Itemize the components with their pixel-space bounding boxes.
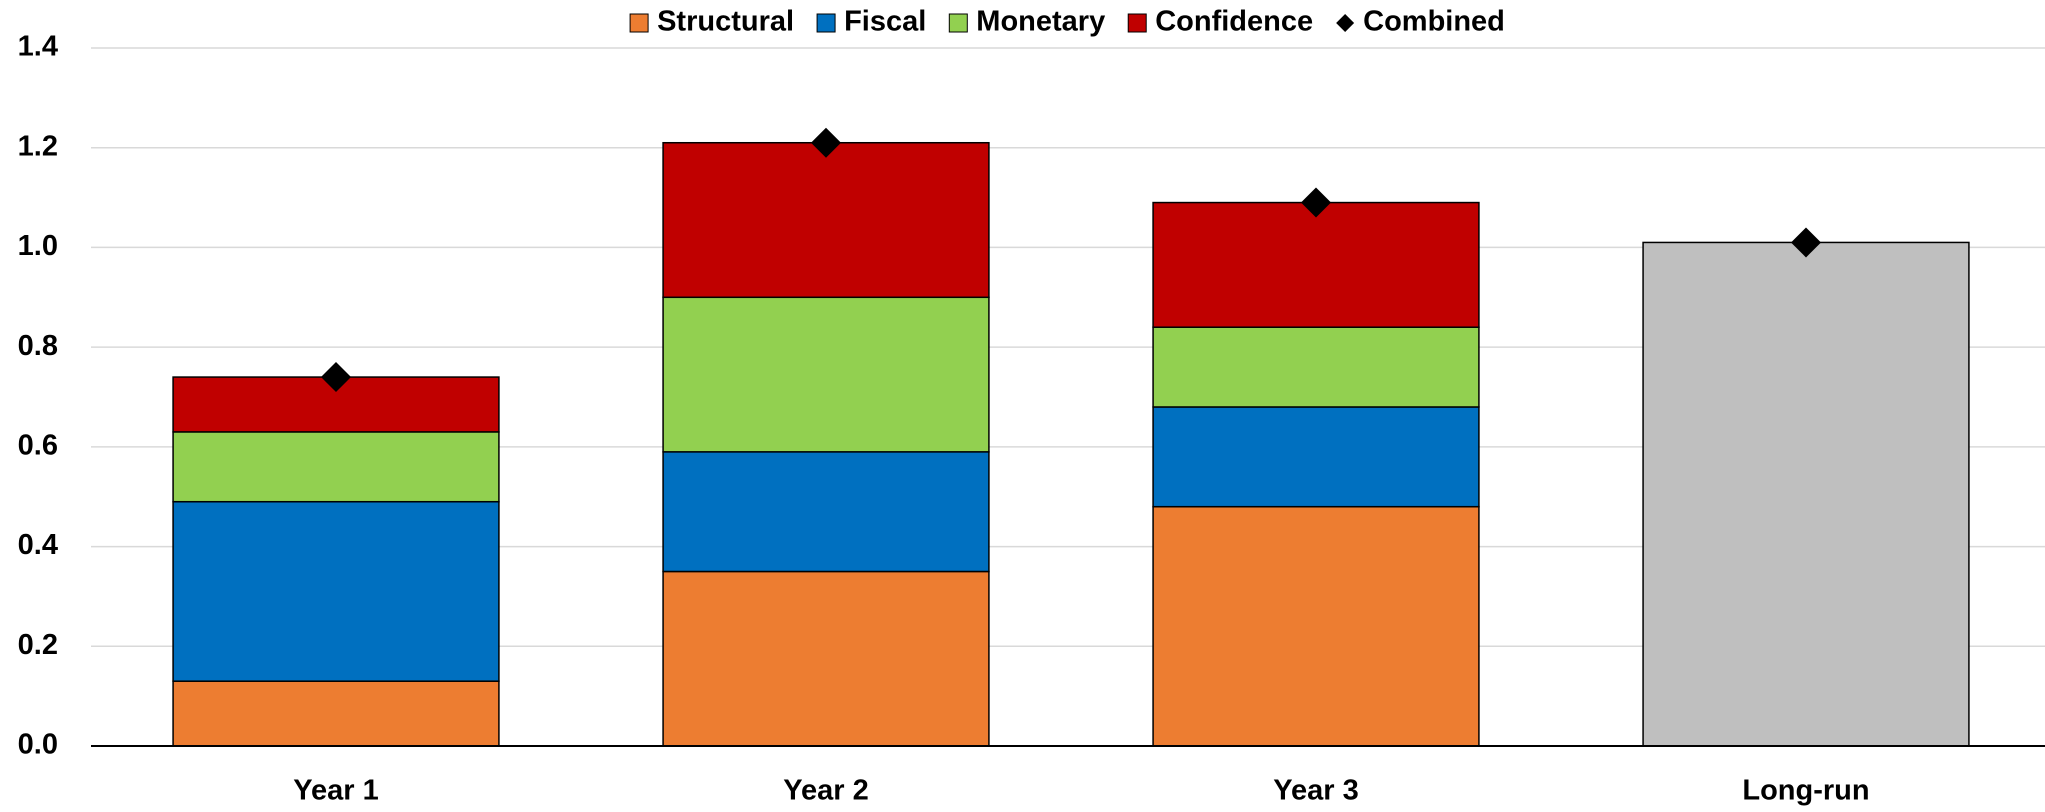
y-tick-label: 1.4 [18, 31, 58, 63]
legend-swatch [948, 13, 968, 33]
bar-segment [172, 431, 500, 503]
legend-label: Combined [1363, 6, 1505, 38]
y-tick-label: 0.2 [18, 629, 58, 661]
y-tick-label: 0.0 [18, 729, 58, 761]
y-tick-label: 0.4 [18, 529, 58, 561]
y-tick-label: 1.0 [18, 230, 58, 262]
legend-label: Monetary [976, 6, 1105, 38]
bar-segment [1642, 241, 1970, 747]
x-tick-label: Long-run [1742, 775, 1869, 807]
bar-segment [1152, 201, 1480, 328]
bar-segment [1152, 505, 1480, 747]
y-tick-label: 0.6 [18, 430, 58, 462]
bar-segment [662, 570, 990, 747]
diamond-marker [811, 127, 841, 158]
diamond-marker [1791, 227, 1821, 258]
x-tick-label: Year 2 [783, 775, 868, 807]
legend-label: Structural [657, 6, 794, 38]
legend-swatch [1127, 13, 1147, 33]
legend-label: Confidence [1155, 6, 1313, 38]
bar-segment [1152, 406, 1480, 508]
legend-label: Fiscal [844, 6, 926, 38]
bar-segment [1152, 326, 1480, 408]
legend-swatch [816, 13, 836, 33]
diamond-marker [321, 362, 351, 393]
diamond-marker [1301, 187, 1331, 218]
y-tick-label: 1.2 [18, 130, 58, 162]
legend-swatch [629, 13, 649, 33]
x-tick-label: Year 1 [293, 775, 378, 807]
y-tick-label: 0.8 [18, 330, 58, 362]
bar-segment [662, 296, 990, 453]
bar-segment [662, 451, 990, 573]
bar-segment [172, 680, 500, 747]
bar-segment [172, 500, 500, 682]
bar-segment [662, 141, 990, 299]
x-tick-label: Year 3 [1273, 775, 1358, 807]
legend-marker [1336, 14, 1355, 32]
